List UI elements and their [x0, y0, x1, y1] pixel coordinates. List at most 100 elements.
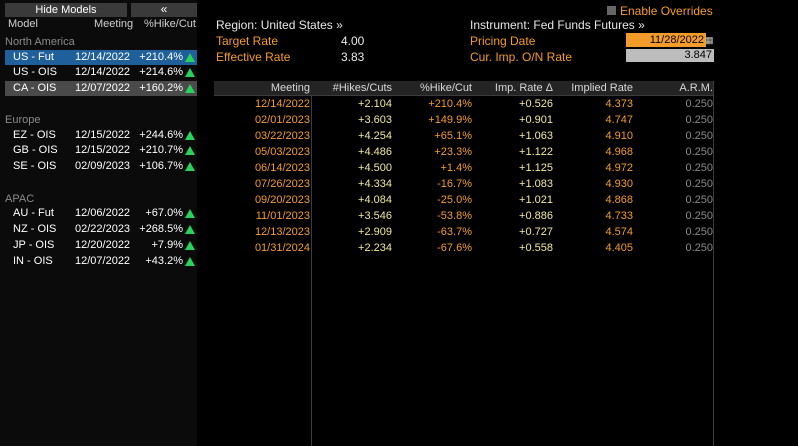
cur-imp-label: Cur. Imp. O/N Rate [470, 50, 573, 64]
model-row-nz-ois[interactable]: NZ - OIS 02/22/2023 +268.5% [5, 222, 197, 237]
col-meeting[interactable]: Meeting [270, 82, 310, 94]
cell-arm: 0.250 [685, 162, 713, 174]
cell-imp-rate: +1.122 [519, 146, 553, 158]
model-name: CA - OIS [13, 82, 57, 94]
up-arrow-icon [185, 241, 195, 250]
cell-imp-rate: +0.526 [519, 98, 553, 110]
model-row-ca-ois[interactable]: CA - OIS 12/07/2022 +160.2% [5, 81, 197, 96]
cell-arm: 0.250 [685, 178, 713, 190]
table-row[interactable]: 12/13/2023 +2.909 -63.7% +0.727 4.574 0.250 [214, 225, 713, 240]
table-row[interactable]: 01/31/2024 +2.234 -67.6% +0.558 4.405 0.250 [214, 241, 713, 256]
model-name: IN - OIS [13, 255, 53, 267]
cell-pct: -67.6% [437, 242, 472, 254]
model-pct: +244.6% [139, 129, 183, 141]
model-name: NZ - OIS [13, 223, 57, 235]
model-meeting: 02/09/2023 [75, 160, 131, 172]
hide-models-button[interactable]: Hide Models [5, 3, 127, 17]
model-pct: +67.0% [145, 207, 183, 219]
cell-hikes: +2.909 [358, 226, 392, 238]
table-row[interactable]: 02/01/2023 +3.603 +149.9% +0.901 4.747 0.250 [214, 113, 713, 128]
model-row-gb-ois[interactable]: GB - OIS 12/15/2022 +210.7% [5, 143, 197, 158]
cell-meeting: 09/20/2023 [254, 194, 310, 206]
cell-imp-rate: +1.021 [519, 194, 553, 206]
model-name: US - OIS [13, 66, 58, 78]
table-row[interactable]: 06/14/2023 +4.500 +1.4% +1.125 4.972 0.250 [214, 161, 713, 176]
cell-implied-rate: 4.574 [605, 226, 633, 238]
region-selector[interactable]: Region: United States » [216, 18, 343, 32]
model-row-in-ois[interactable]: IN - OIS 12/07/2022 +43.2% [5, 254, 197, 269]
header-hike-cut: %Hike/Cut [144, 18, 196, 30]
header-model: Model [8, 18, 38, 30]
model-row-se-ois[interactable]: SE - OIS 02/09/2023 +106.7% [5, 159, 197, 174]
col-hikes-cuts[interactable]: #Hikes/Cuts [332, 82, 392, 94]
model-name: EZ - OIS [13, 129, 56, 141]
enable-overrides-checkbox[interactable] [607, 6, 616, 15]
model-pct: +210.4% [139, 51, 183, 63]
cell-arm: 0.250 [685, 242, 713, 254]
table-row[interactable]: 12/14/2022 +2.104 +210.4% +0.526 4.373 0.250 [214, 97, 713, 112]
up-arrow-icon [185, 131, 195, 140]
cell-arm: 0.250 [685, 114, 713, 126]
cell-imp-rate: +0.558 [519, 242, 553, 254]
pricing-date-input[interactable]: 11/28/2022 [626, 33, 706, 47]
cell-pct: +210.4% [428, 98, 472, 110]
instrument-selector[interactable]: Instrument: Fed Funds Futures » [470, 18, 645, 32]
model-row-jp-ois[interactable]: JP - OIS 12/20/2022 +7.9% [5, 238, 197, 253]
cell-implied-rate: 4.868 [605, 194, 633, 206]
cell-imp-rate: +1.083 [519, 178, 553, 190]
col-hike-cut[interactable]: %Hike/Cut [420, 82, 472, 94]
calendar-icon[interactable]: ▦ [705, 35, 714, 45]
cell-implied-rate: 4.405 [605, 242, 633, 254]
models-toolbar: Hide Models « [5, 3, 197, 17]
model-name: AU - Fut [13, 207, 54, 219]
up-arrow-icon [185, 257, 195, 266]
cell-meeting: 05/03/2023 [254, 146, 310, 158]
model-pct: +43.2% [145, 255, 183, 267]
table-row[interactable]: 09/20/2023 +4.084 -25.0% +1.021 4.868 0.250 [214, 193, 713, 208]
cell-pct: -16.7% [437, 178, 472, 190]
model-name: JP - OIS [13, 239, 55, 251]
cell-hikes: +3.603 [358, 114, 392, 126]
model-row-us-fut[interactable]: US - Fut 12/14/2022 +210.4% [5, 50, 197, 65]
cell-pct: +23.3% [434, 146, 472, 158]
group-europe: Europe [5, 114, 41, 126]
cell-hikes: +4.500 [358, 162, 392, 174]
header-meeting: Meeting [94, 18, 134, 30]
col-arm[interactable]: A.R.M. [679, 82, 713, 94]
cell-implied-rate: 4.747 [605, 114, 633, 126]
col-imp-rate-delta[interactable]: Imp. Rate Δ [494, 82, 553, 94]
cell-implied-rate: 4.910 [605, 130, 633, 142]
cur-imp-value: 3.847 [626, 49, 714, 62]
table-row[interactable]: 11/01/2023 +3.546 -53.8% +0.886 4.733 0.250 [214, 209, 713, 224]
enable-overrides-label[interactable]: Enable Overrides [620, 4, 713, 18]
cell-hikes: +3.546 [358, 210, 392, 222]
collapse-icon[interactable]: « [131, 3, 197, 17]
cell-arm: 0.250 [685, 194, 713, 206]
models-header: Model Meeting %Hike/Cut [5, 18, 197, 32]
table-row[interactable]: 05/03/2023 +4.486 +23.3% +1.122 4.968 0.250 [214, 145, 713, 160]
up-arrow-icon [185, 209, 195, 218]
model-row-au-fut[interactable]: AU - Fut 12/06/2022 +67.0% [5, 206, 197, 221]
up-arrow-icon [185, 53, 195, 62]
model-meeting: 12/14/2022 [75, 51, 131, 63]
cell-hikes: +4.334 [358, 178, 392, 190]
model-row-us-ois[interactable]: US - OIS 12/14/2022 +214.6% [5, 65, 197, 80]
cell-imp-rate: +0.727 [519, 226, 553, 238]
cell-hikes: +4.254 [358, 130, 392, 142]
model-row-ez-ois[interactable]: EZ - OIS 12/15/2022 +244.6% [5, 128, 197, 143]
model-meeting: 12/15/2022 [75, 129, 131, 141]
cell-arm: 0.250 [685, 146, 713, 158]
cell-meeting: 12/13/2023 [254, 226, 310, 238]
cell-meeting: 06/14/2023 [254, 162, 310, 174]
group-apac: APAC [5, 193, 35, 205]
table-row[interactable]: 07/26/2023 +4.334 -16.7% +1.083 4.930 0.250 [214, 177, 713, 192]
model-meeting: 12/14/2022 [75, 66, 131, 78]
table-row[interactable]: 03/22/2023 +4.254 +65.1% +1.063 4.910 0.250 [214, 129, 713, 144]
effective-rate-label: Effective Rate [216, 50, 291, 64]
cell-imp-rate: +1.125 [519, 162, 553, 174]
target-rate-value: 4.00 [341, 34, 365, 48]
col-implied-rate[interactable]: Implied Rate [571, 82, 633, 94]
cell-implied-rate: 4.972 [605, 162, 633, 174]
cell-arm: 0.250 [685, 226, 713, 238]
cell-implied-rate: 4.733 [605, 210, 633, 222]
